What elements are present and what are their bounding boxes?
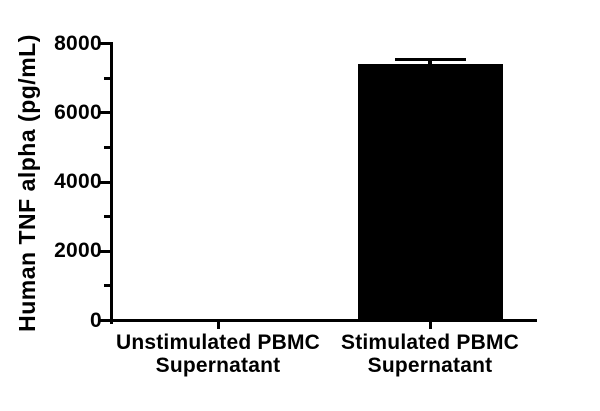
category-label-line: Supernatant <box>367 354 493 377</box>
y-tick-label: 4000 <box>54 170 102 193</box>
y-minor-tick <box>104 215 110 219</box>
category-label-line: Unstimulated PBMC <box>115 331 321 354</box>
error-bar-stem <box>428 59 432 67</box>
y-axis-line <box>110 41 113 324</box>
category-label: Unstimulated PBMC Supernatant <box>103 331 333 377</box>
category-label: Stimulated PBMC Supernatant <box>315 331 545 377</box>
y-major-tick <box>100 111 110 115</box>
y-major-tick <box>100 180 110 184</box>
category-label-line: Stimulated PBMC <box>340 331 519 354</box>
y-minor-tick <box>104 284 110 288</box>
y-tick-label: 0 <box>90 308 102 332</box>
y-tick-label: 2000 <box>54 239 102 263</box>
y-minor-tick <box>104 145 110 149</box>
y-tick-label: 8000 <box>54 31 102 55</box>
y-major-tick <box>100 249 110 253</box>
x-tick <box>428 322 432 329</box>
category-label-line: Supernatant <box>155 354 281 377</box>
y-tick-label: 6000 <box>54 100 102 124</box>
y-minor-tick <box>104 76 110 80</box>
x-axis-line <box>110 319 537 322</box>
x-tick <box>216 322 220 329</box>
y-major-tick <box>100 319 110 322</box>
bar <box>357 63 503 322</box>
y-major-tick <box>100 42 110 45</box>
error-bar-cap <box>394 58 466 62</box>
